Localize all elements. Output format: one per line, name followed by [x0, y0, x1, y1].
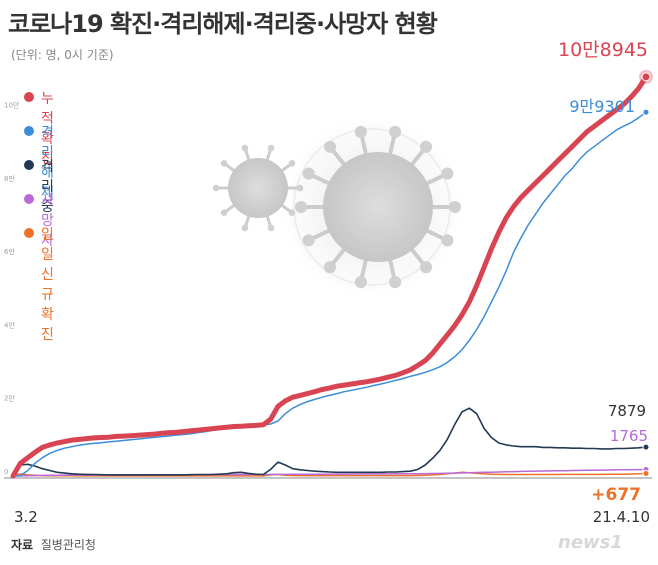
y-tick-label: 6만 — [4, 247, 15, 256]
y-tick-label: 0 — [4, 468, 8, 476]
y-tick-label: 4만 — [4, 320, 15, 329]
source-label: 자료 — [11, 538, 34, 552]
source-value: 질병관리청 — [40, 538, 96, 552]
x-start-label: 3.2 — [14, 508, 38, 526]
end-value-label-3: 1765 — [610, 427, 648, 445]
legend-dot — [24, 160, 34, 170]
virus-illustration — [212, 117, 462, 297]
end-marker-4 — [642, 470, 650, 478]
end-value-label-1: 9만9301 — [569, 97, 635, 116]
series-line-4 — [12, 471, 647, 477]
legend-dot — [24, 126, 34, 136]
source-note: 자료 질병관리청 — [11, 536, 96, 553]
legend-dot — [24, 228, 34, 238]
end-value-label-0: 10만8945 — [558, 39, 648, 61]
page-title: 코로나19 확진·격리해제·격리중·사망자 현황 — [8, 10, 438, 38]
series-lines — [10, 74, 649, 479]
series-line-1 — [12, 111, 647, 477]
axes: 0 2만 4만 6만 8만 10만 3.2 21.4.10 — [4, 101, 652, 526]
y-tick-label: 10만 — [4, 101, 20, 110]
series-line-2 — [12, 407, 647, 477]
y-tick-label: 8만 — [4, 174, 15, 183]
legend-dot — [24, 194, 34, 204]
legend-label: 격리해제 — [41, 125, 54, 201]
legend-label: 일일신규확진 — [41, 227, 54, 343]
news1-logo: news1 — [558, 532, 623, 553]
end-value-label-4: +677 — [591, 485, 641, 505]
end-marker-1 — [642, 108, 650, 116]
series-line-0 — [10, 74, 649, 479]
end-marker-0 — [641, 72, 651, 82]
legend-label: 격리 중 — [41, 159, 54, 215]
y-tick-label: 2만 — [4, 394, 15, 403]
unit-note: (단위: 명, 0시 기준) — [11, 48, 114, 62]
legend-label: 사망자 — [41, 193, 54, 249]
end-marker-2 — [642, 443, 650, 451]
legend-label: 누적확진 — [41, 91, 54, 167]
x-end-label: 21.4.10 — [593, 508, 650, 526]
end-markers: 10만8945 9만9301 7879 1765 +677 — [558, 39, 653, 505]
legend-dot — [24, 92, 34, 102]
end-value-label-2: 7879 — [608, 402, 646, 420]
